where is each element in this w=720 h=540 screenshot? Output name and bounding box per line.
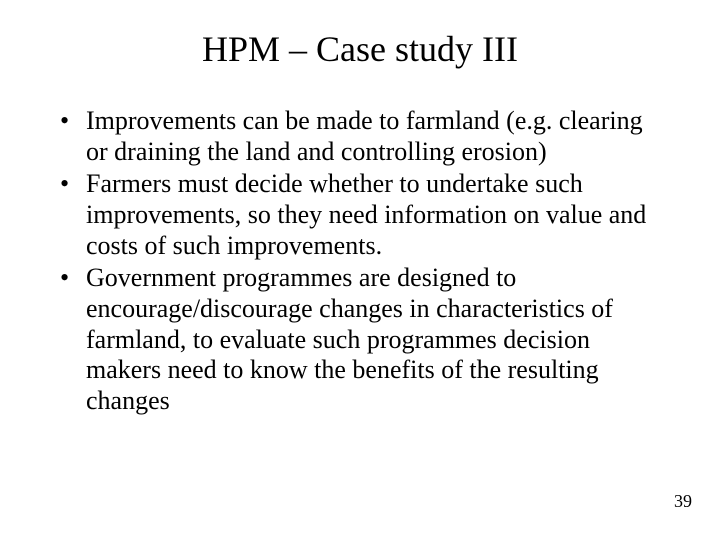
list-item: Government programmes are designed to en… — [60, 263, 670, 416]
list-item: Farmers must decide whether to undertake… — [60, 169, 670, 261]
slide-title: HPM – Case study III — [40, 28, 680, 70]
list-item: Improvements can be made to farmland (e.… — [60, 106, 670, 167]
slide: HPM – Case study III Improvements can be… — [0, 0, 720, 540]
page-number: 39 — [674, 491, 692, 512]
bullet-list: Improvements can be made to farmland (e.… — [60, 106, 670, 417]
